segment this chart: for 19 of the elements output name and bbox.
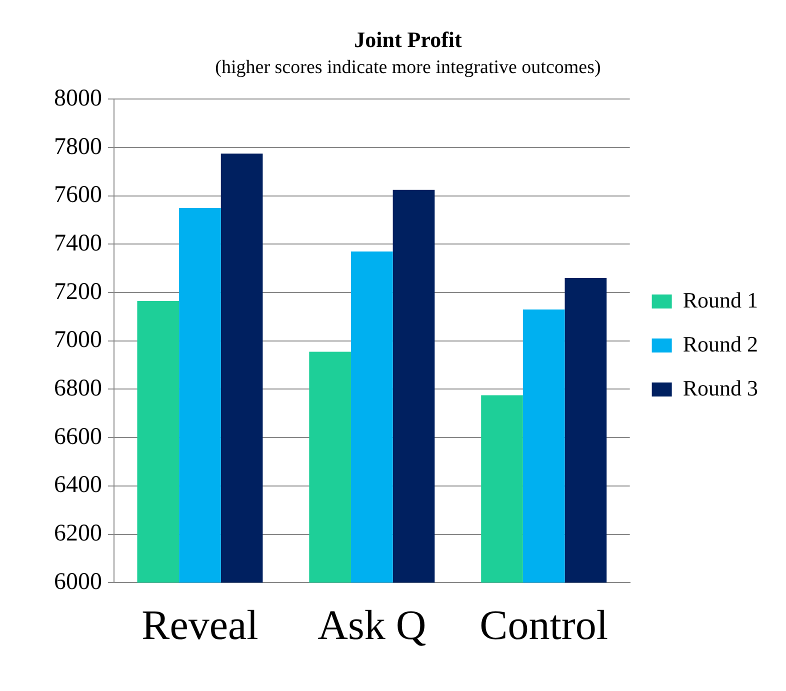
y-tick-label: 6200	[54, 520, 102, 547]
x-tick-label: Ask Q	[318, 602, 426, 649]
chart-title: Joint Profit	[354, 26, 463, 52]
x-tick-label: Control	[480, 602, 608, 649]
x-tick-label: Reveal	[142, 602, 258, 649]
y-tick-label: 7000	[54, 327, 102, 354]
legend-label: Round 1	[682, 287, 758, 312]
y-tick-label: 6800	[54, 376, 102, 402]
legend-label: Round 2	[682, 331, 758, 356]
chart-subtitle: (higher scores indicate more integrative outcomes)	[215, 56, 601, 78]
y-tick-label: 7800	[54, 134, 102, 160]
y-tick-label: 7400	[54, 230, 102, 257]
y-tick-label: 6000	[54, 568, 102, 595]
legend-label: Round 3	[682, 375, 758, 400]
y-tick-label: 8000	[54, 85, 102, 112]
y-tick-label: 7600	[54, 182, 102, 208]
y-tick-label: 6400	[54, 472, 102, 498]
y-tick-label: 7200	[54, 278, 102, 305]
y-tick-label: 6600	[54, 424, 102, 450]
